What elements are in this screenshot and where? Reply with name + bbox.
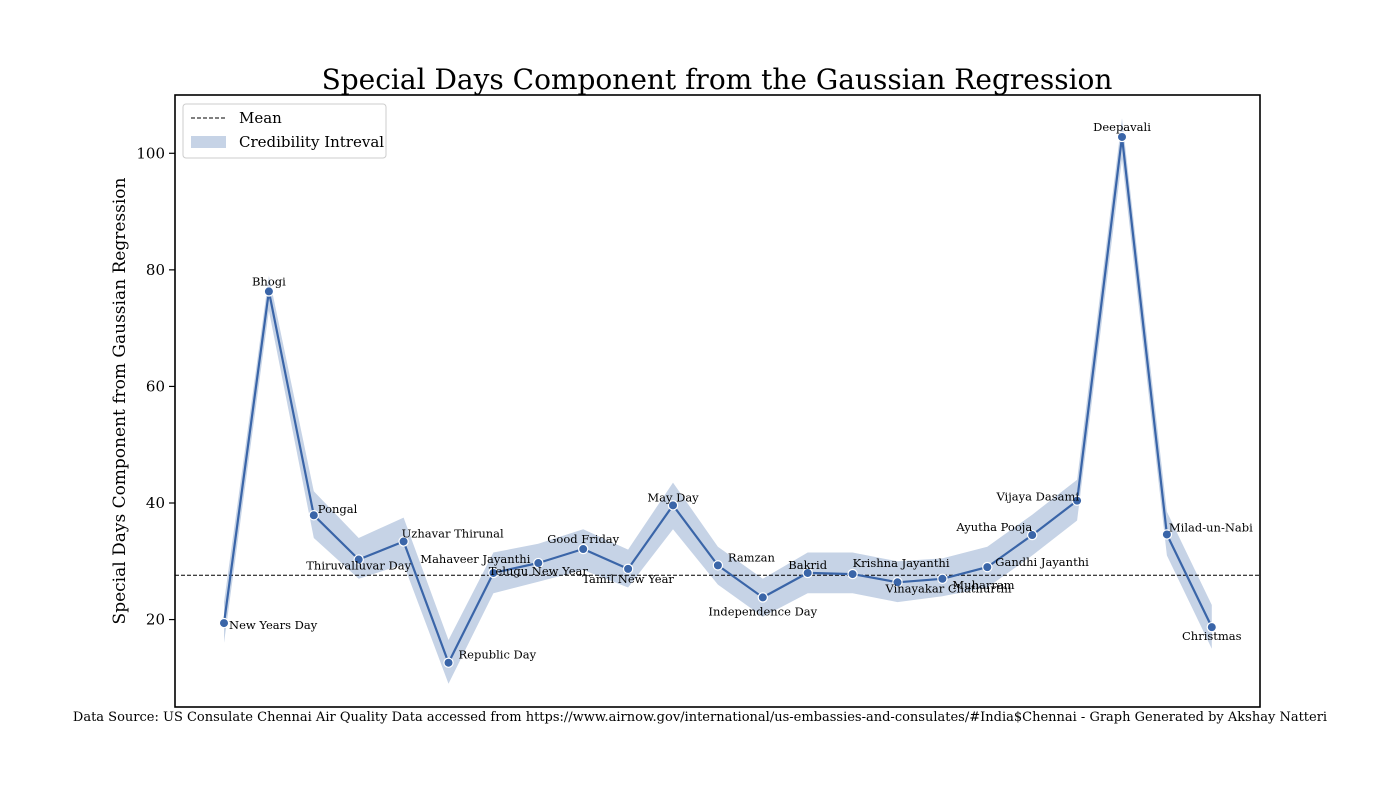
data-point-pongal — [308, 510, 319, 521]
data-point-milad-un-nabi — [1161, 529, 1173, 540]
data-point-thiruvalluvar-day — [353, 554, 364, 565]
chart-title: Special Days Component from the Gaussian… — [322, 63, 1113, 96]
data-point-ayutha-pooja — [1026, 529, 1038, 541]
data-point-may-day — [667, 500, 679, 511]
point-label-good-friday: Good Friday — [547, 532, 619, 546]
data-point-telugu-new-year — [533, 557, 544, 569]
y-tick-label-100: 100 — [136, 144, 165, 162]
legend-swatch-credibility-intreval — [191, 136, 226, 148]
point-label-vijaya-dasami: Vijaya Dasami — [995, 490, 1079, 504]
legend-box — [182, 103, 387, 159]
point-label-muharram: Muharram — [952, 578, 1014, 592]
data-point-republic-day — [443, 657, 454, 668]
point-label-new-years-day: New Years Day — [229, 618, 318, 632]
point-label-republic-day: Republic Day — [459, 648, 537, 662]
data-point-deepavali — [1116, 131, 1128, 143]
y-tick-label-40: 40 — [146, 494, 165, 512]
point-label-uzhavar-thirunal: Uzhavar Thirunal — [402, 526, 504, 540]
credibility-band — [224, 118, 1212, 684]
point-label-ramzan: Ramzan — [728, 550, 776, 564]
y-axis-label: Special Days Component from Gaussian Reg… — [110, 177, 130, 624]
point-label-telugu-new-year: Telugu New Year — [489, 564, 589, 578]
data-point-vinayakar-chathurthi — [892, 577, 903, 588]
data-point-new-years-day — [218, 617, 230, 629]
point-label-pongal: Pongal — [318, 502, 358, 516]
legend-label-mean: Mean — [239, 109, 282, 127]
data-point-independence-day — [757, 592, 769, 603]
data-point-uzhavar-thirunal — [398, 536, 409, 547]
point-label-bhogi: Bhogi — [252, 274, 286, 288]
point-label-tamil-new-year: Tamil New Year — [582, 572, 674, 586]
data-point-bhogi — [263, 286, 275, 297]
point-label-may-day: May Day — [647, 490, 699, 504]
point-label-bakrid: Bakrid — [788, 558, 827, 572]
data-point-mahaveer-jayanthi — [488, 567, 499, 579]
data-point-krishna-jayanthi — [847, 568, 858, 580]
point-label-deepavali: Deepavali — [1093, 120, 1151, 134]
point-label-mahaveer-jayanthi: Mahaveer Jayanthi — [420, 552, 530, 566]
plot-frame — [174, 94, 1261, 708]
point-label-christmas: Christmas — [1182, 629, 1242, 643]
legend-label-credibility-intreval: Credibility Intreval — [239, 133, 384, 151]
point-label-krishna-jayanthi: Krishna Jayanthi — [853, 556, 950, 570]
point-label-gandhi-jayanthi: Gandhi Jayanthi — [995, 555, 1089, 569]
point-label-ayutha-pooja: Ayutha Pooja — [955, 520, 1032, 534]
axes: 20 40 60 80 100 — [136, 94, 1261, 708]
data-point-vijaya-dasami — [1071, 495, 1083, 506]
legend: Mean Credibility Intreval — [182, 103, 387, 159]
credibility-band-layer — [224, 118, 1212, 684]
y-tick-label-60: 60 — [146, 377, 165, 395]
data-point-muharram — [937, 573, 948, 584]
y-tick-label-80: 80 — [146, 261, 165, 279]
data-point-gandhi-jayanthi — [982, 561, 993, 573]
data-point-good-friday — [578, 543, 589, 555]
data-point-bakrid — [802, 567, 813, 579]
data-point-ramzan — [712, 560, 724, 571]
point-label-independence-day: Independence Day — [708, 604, 817, 618]
point-label-milad-un-nabi: Milad-un-Nabi — [1169, 520, 1253, 534]
data-point-tamil-new-year — [622, 563, 634, 575]
point-label-vinayakar-chathurthi: Vinayakar Chathurthi — [885, 581, 1012, 595]
data-points-layer — [218, 131, 1218, 668]
data-point-christmas — [1206, 621, 1218, 633]
point-labels-layer: New Years Day Bhogi Pongal Thiruvalluvar Da… — [229, 120, 1253, 662]
y-tick-label-20: 20 — [146, 611, 165, 629]
data-source-footer: Data Source: US Consulate Chennai Air Qu… — [72, 710, 1328, 725]
point-label-thiruvalluvar-day: Thiruvalluvar Day — [306, 559, 411, 573]
